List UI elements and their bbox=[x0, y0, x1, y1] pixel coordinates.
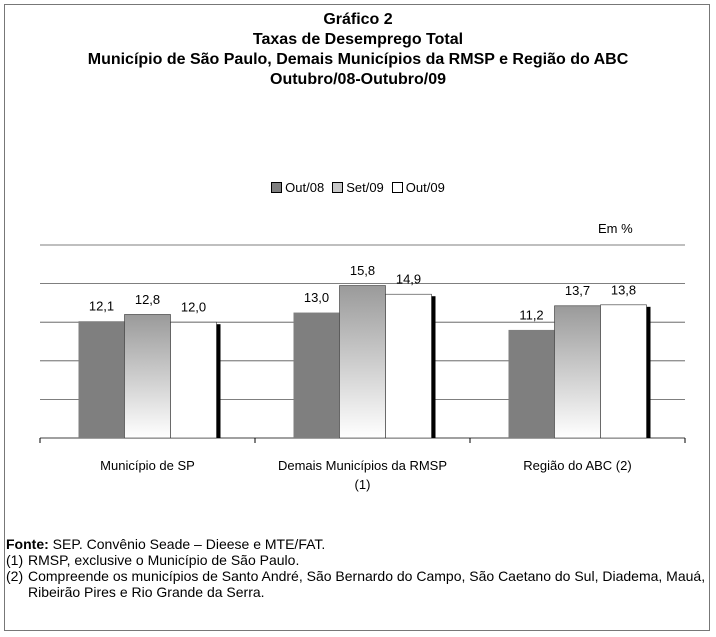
bar bbox=[508, 329, 555, 438]
legend-label: Set/09 bbox=[346, 180, 384, 195]
value-label: 12,8 bbox=[135, 292, 160, 307]
value-label: 13,0 bbox=[304, 290, 329, 305]
value-label: 11,2 bbox=[519, 307, 543, 322]
note-marker: (2) bbox=[6, 568, 24, 584]
bar bbox=[554, 305, 601, 439]
title-line: Município de São Paulo, Demais Município… bbox=[87, 51, 629, 68]
value-label: 13,7 bbox=[565, 283, 590, 298]
value-label: 12,0 bbox=[181, 300, 206, 315]
title-line: Outubro/08-Outubro/09 bbox=[270, 71, 446, 88]
legend-swatch bbox=[332, 182, 344, 193]
legend-swatch bbox=[391, 182, 403, 193]
note: (2) Compreende os municípios de Santo And… bbox=[6, 568, 706, 600]
legend-item: Out/09 bbox=[391, 180, 445, 195]
bar-shadow bbox=[216, 324, 221, 438]
value-label: 13,8 bbox=[611, 282, 636, 297]
footer: Fonte: SEP. Convênio Seade – Dieese e MT… bbox=[6, 536, 706, 600]
legend-label: Out/09 bbox=[405, 180, 445, 195]
chart-title: Gráfico 2 Taxas de Desemprego Total Municí… bbox=[0, 10, 716, 90]
bar bbox=[170, 321, 217, 439]
x-tick-label: Região do ABC (2) bbox=[523, 458, 632, 473]
legend-item: Set/09 bbox=[332, 180, 384, 195]
bar bbox=[78, 321, 125, 438]
source: Fonte: SEP. Convênio Seade – Dieese e MT… bbox=[6, 536, 706, 552]
value-label: 15,8 bbox=[350, 263, 375, 278]
note-text: RMSP, exclusive o Município de São Paulo… bbox=[28, 552, 300, 568]
x-tick-label: Município de SP bbox=[100, 458, 195, 473]
value-label: 12,1 bbox=[89, 299, 114, 314]
title-line: Gráfico 2 bbox=[323, 11, 393, 28]
value-label: 14,9 bbox=[396, 272, 421, 287]
frame bbox=[4, 4, 710, 631]
bar bbox=[385, 293, 432, 439]
unit-label: Em % bbox=[598, 221, 633, 236]
bar bbox=[124, 314, 171, 439]
title-line: Taxas de Desemprego Total bbox=[252, 31, 464, 48]
bar bbox=[293, 312, 340, 438]
source-text: SEP. Convênio Seade – Dieese e MTE/FAT. bbox=[52, 536, 326, 552]
note: (1) RMSP, exclusive o Município de São Pa… bbox=[6, 552, 706, 568]
note-text: Compreende os municípios de Santo André,… bbox=[28, 568, 706, 600]
bar bbox=[600, 304, 647, 439]
legend: Out/08 Set/09 Out/09 bbox=[0, 180, 716, 195]
bar-shadow bbox=[646, 306, 651, 438]
legend-label: Out/08 bbox=[285, 180, 325, 195]
notes: (1) RMSP, exclusive o Município de São Pa… bbox=[6, 552, 706, 600]
legend-item: Out/08 bbox=[271, 180, 324, 195]
source-label: Fonte: bbox=[6, 536, 49, 552]
legend-swatch bbox=[271, 182, 283, 193]
note-marker: (1) bbox=[6, 552, 24, 568]
bar bbox=[339, 285, 386, 439]
x-tick-label: Demais Municípios da RMSP (1) bbox=[277, 458, 448, 492]
bar-shadow bbox=[431, 296, 436, 438]
